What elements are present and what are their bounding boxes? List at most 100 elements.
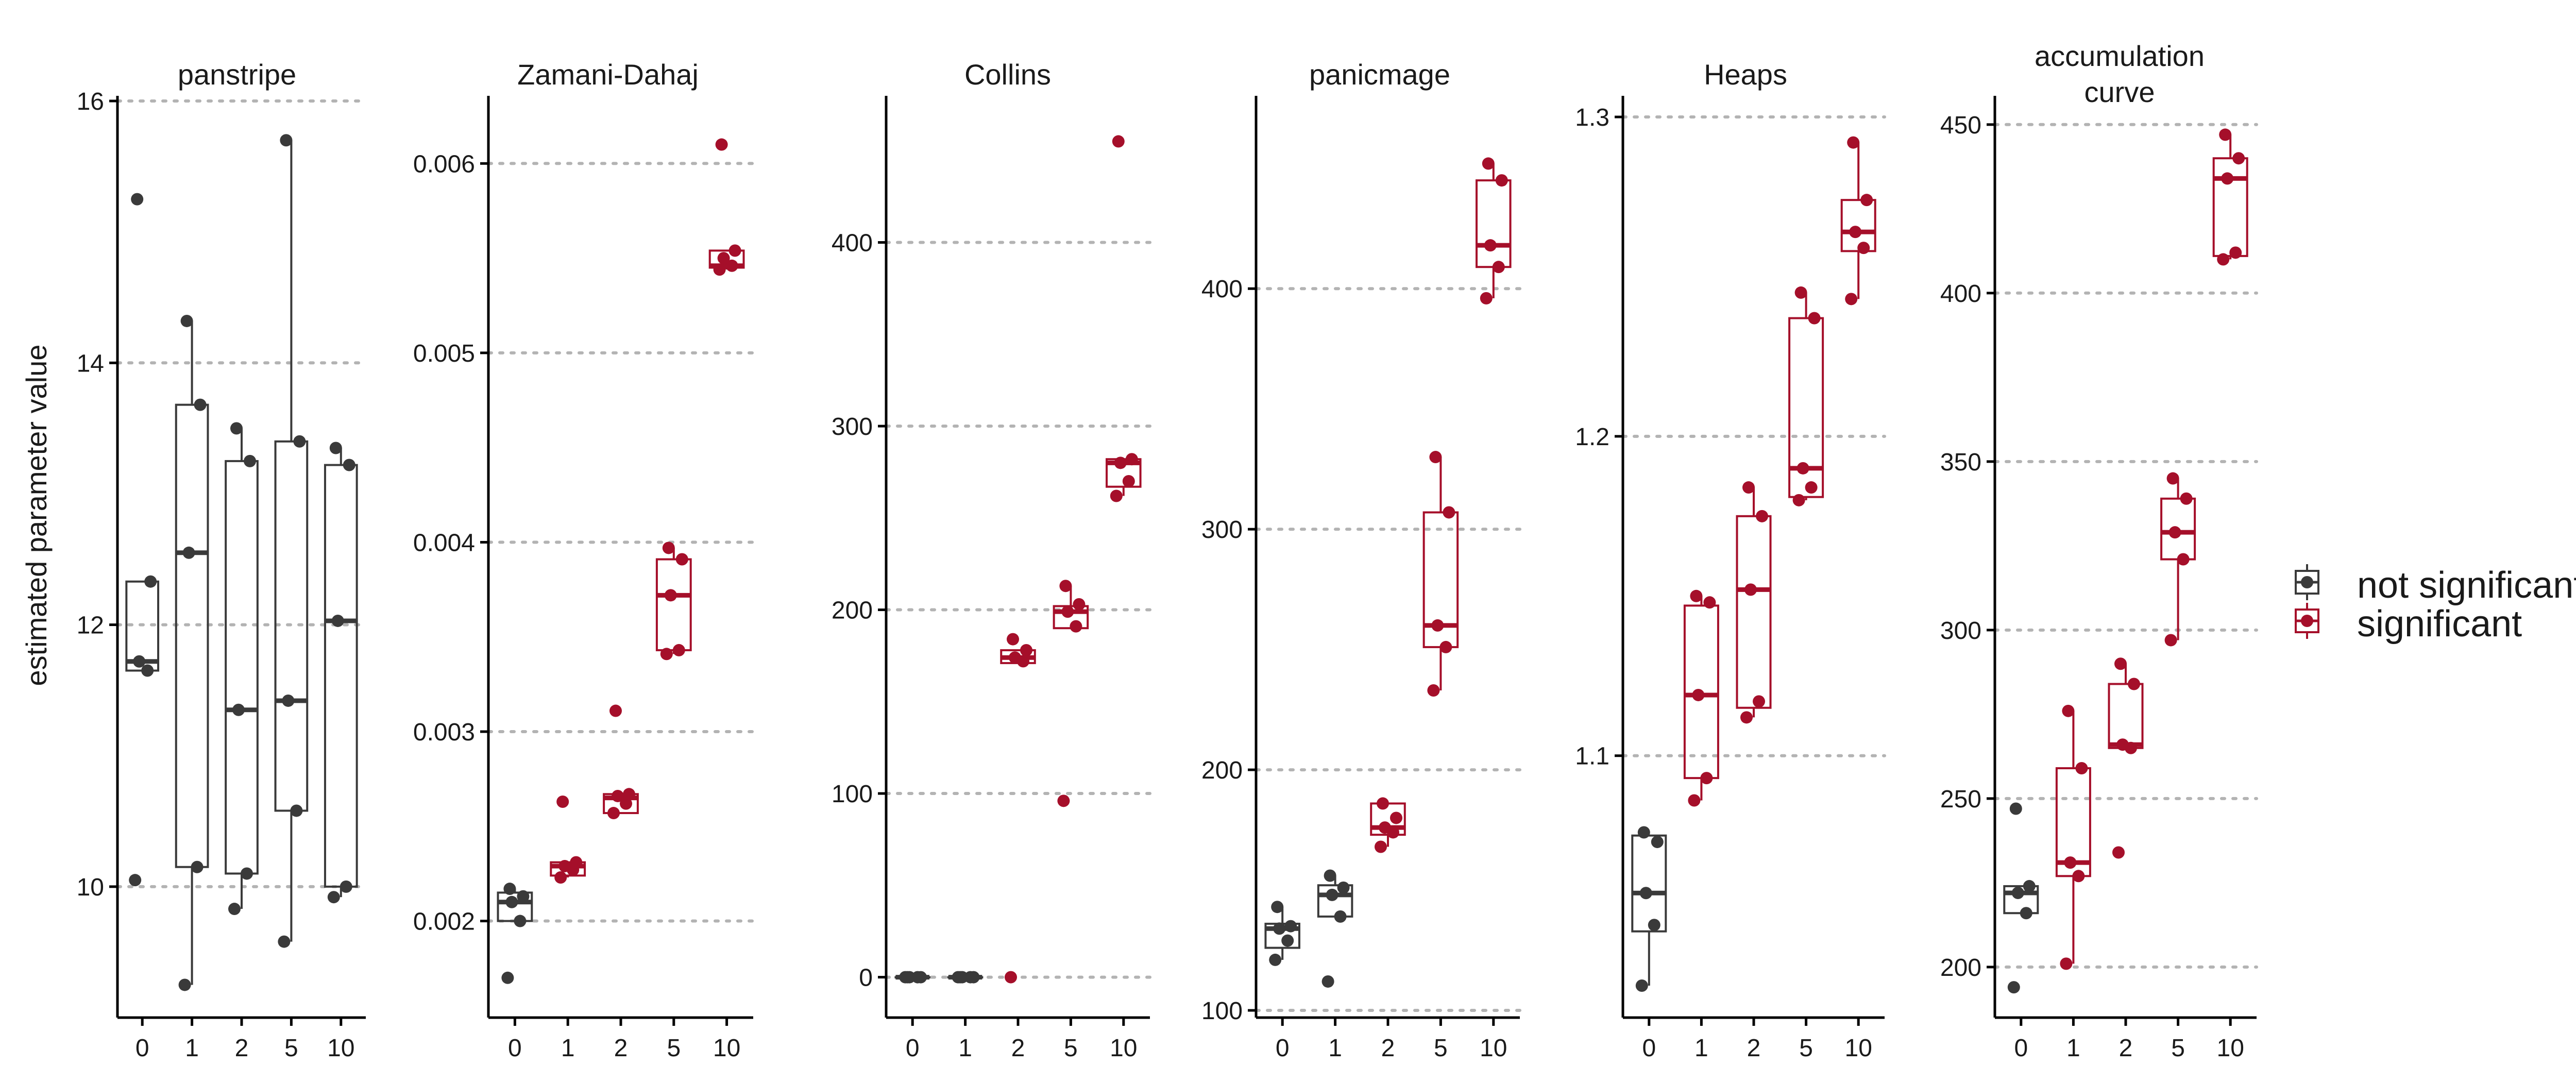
data-point — [1057, 794, 1070, 807]
data-point — [230, 422, 243, 435]
data-point — [1794, 286, 1807, 299]
y-tick-label: 1.3 — [1575, 104, 1609, 131]
data-point — [1637, 826, 1650, 839]
data-point — [1059, 580, 1072, 593]
data-point — [329, 442, 342, 454]
y-tick-label: 1.1 — [1575, 743, 1609, 770]
data-point — [554, 871, 567, 884]
data-point — [1639, 887, 1652, 900]
data-point — [290, 804, 303, 817]
data-point — [914, 971, 927, 984]
x-tick-label: 10 — [713, 1035, 740, 1062]
data-point — [1635, 979, 1648, 992]
x-tick-label: 0 — [135, 1035, 149, 1062]
data-point — [675, 553, 688, 566]
data-point — [1480, 292, 1493, 305]
y-tick-label: 0 — [859, 965, 873, 992]
box — [2108, 683, 2144, 749]
data-point — [1439, 640, 1452, 653]
data-point — [2007, 981, 2020, 994]
data-point — [178, 978, 191, 991]
y-tick-label: 200 — [1201, 757, 1243, 784]
data-point — [1797, 462, 1809, 475]
data-point — [517, 890, 530, 903]
data-point — [1009, 651, 1021, 664]
legend-key-significant — [2295, 603, 2319, 639]
data-point — [1648, 919, 1660, 932]
data-point — [144, 575, 157, 588]
data-point — [1857, 242, 1870, 255]
data-point — [2020, 907, 2032, 920]
box — [175, 403, 209, 868]
data-point — [343, 459, 355, 471]
y-tick-label: 300 — [1940, 617, 1981, 645]
x-tick-label: 5 — [284, 1035, 298, 1062]
box — [1736, 515, 1772, 709]
box — [225, 460, 259, 875]
data-point — [609, 704, 622, 717]
x-tick-label: 1 — [958, 1035, 972, 1062]
x-tick-label: 2 — [1011, 1035, 1025, 1062]
y-tick-label: 300 — [1201, 516, 1243, 544]
x-tick-label: 2 — [1381, 1035, 1395, 1062]
data-point — [556, 795, 569, 808]
data-point — [282, 694, 295, 707]
x-tick-label: 1 — [2066, 1035, 2080, 1062]
data-point — [2075, 762, 2088, 775]
panel-panicmage: 100 200 300 400 0 1 2 5 10 panicmage — [1201, 58, 1521, 1062]
data-point — [1805, 481, 1818, 494]
x-tick-label: 5 — [2171, 1035, 2185, 1062]
panel-title: Zamani-Dahaj — [517, 58, 699, 91]
data-point — [180, 314, 193, 327]
panel-accumulation-curve: 200 250 300 350 400 450 0 1 2 5 10 accumulation cu… — [1940, 40, 2258, 1062]
data-point — [1281, 934, 1294, 947]
x-tick-label: 5 — [1434, 1035, 1448, 1062]
y-tick-label: 250 — [1940, 786, 1981, 813]
data-point — [2229, 246, 2242, 259]
data-point — [1375, 840, 1387, 853]
data-point — [1073, 598, 1086, 611]
data-point — [2114, 657, 2127, 670]
x-tick-label: 2 — [235, 1035, 249, 1062]
data-point — [2116, 738, 2129, 751]
data-point — [717, 252, 730, 265]
data-point — [1703, 596, 1716, 609]
box — [1840, 199, 1876, 252]
data-point — [1007, 633, 1019, 646]
data-point — [1070, 620, 1082, 633]
data-point — [1482, 157, 1495, 170]
data-point — [2180, 492, 2193, 505]
legend-label: not significant — [2357, 565, 2576, 606]
data-point — [901, 971, 914, 984]
data-point — [1020, 644, 1032, 656]
data-point — [1742, 481, 1755, 494]
data-point — [241, 867, 253, 880]
panel-collins: 0 100 200 300 400 0 1 2 5 10 Collins — [832, 58, 1151, 1062]
x-tick-label: 2 — [2119, 1035, 2133, 1062]
y-tick-label: 400 — [1940, 280, 1981, 308]
y-tick-label: 400 — [832, 230, 873, 257]
x-tick-label: 5 — [667, 1035, 681, 1062]
data-point — [662, 542, 675, 554]
data-point — [293, 435, 306, 448]
data-point — [1334, 910, 1347, 923]
x-tick-label: 10 — [327, 1035, 354, 1062]
y-tick-label: 100 — [1201, 998, 1243, 1025]
data-point — [1326, 888, 1338, 901]
data-point — [327, 891, 340, 904]
box — [1476, 179, 1512, 268]
data-point — [2112, 846, 2125, 859]
x-tick-label: 1 — [561, 1035, 575, 1062]
data-point — [1847, 136, 1860, 149]
data-point — [278, 935, 291, 948]
box — [655, 558, 692, 651]
y-tick-label: 0.002 — [413, 908, 475, 936]
data-point — [1377, 797, 1389, 810]
data-point — [1005, 971, 1017, 984]
data-point — [133, 655, 146, 668]
data-point — [1429, 451, 1442, 464]
data-point — [514, 915, 527, 927]
